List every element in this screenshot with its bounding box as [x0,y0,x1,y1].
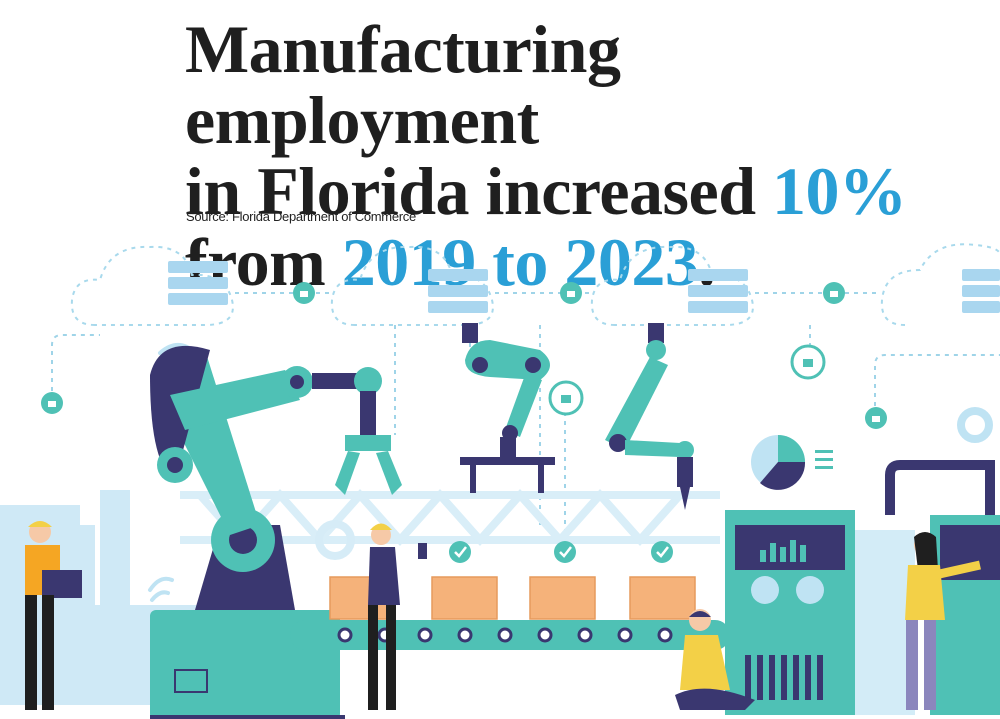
headline-line-2: in Florida increased [185,153,773,229]
server-icon [168,261,1000,313]
conveyor-belt-icon [290,620,730,650]
gear-icon [315,407,993,560]
robotic-arm-icon [605,323,694,510]
headline-years: 2019 to 2023 [341,224,699,300]
cloud-server-icon [880,243,1000,326]
worker-icon [25,521,82,710]
checkmark-icon [449,541,673,563]
source-credit: Source: Florida Department of Commerce [186,209,416,224]
worker-icon [368,523,427,710]
cloud-server-icon [330,245,494,326]
cloud-server-icon [590,245,754,326]
cloud-server-icon [70,245,234,326]
robotic-arm-icon [460,323,555,493]
pie-chart-icon [751,435,833,490]
smartphone-icon [418,543,427,559]
cardboard-box-icon [329,576,696,620]
control-panel-icon [725,460,1000,715]
robotic-arm-icon [150,345,402,719]
headline-percentage: 10% [772,153,907,229]
lock-shield-icon [41,282,887,429]
laptop-icon [42,570,82,598]
worker-icon [675,609,755,710]
headline-line-1: Manufacturing employment [185,11,621,158]
factory-illustration [0,243,1000,719]
worker-icon [905,532,981,710]
